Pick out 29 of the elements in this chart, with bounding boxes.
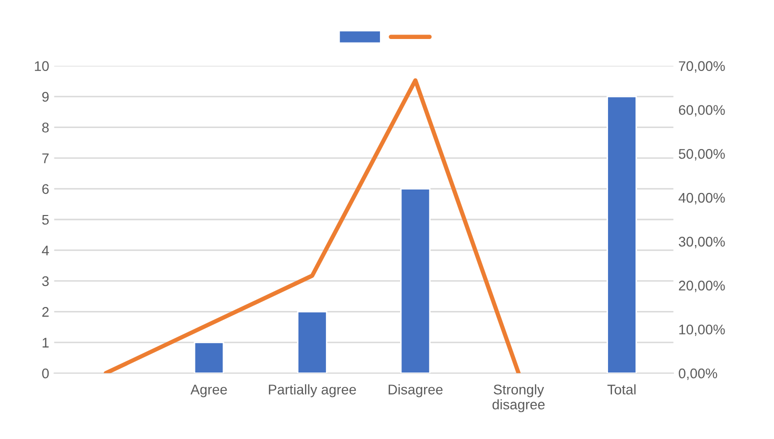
y2-tick-label: 40,00% xyxy=(678,192,725,204)
y-tick-label: 3 xyxy=(42,276,49,286)
y-tick-label: 5 xyxy=(42,214,49,225)
x-tick-label: Partially agree xyxy=(268,384,356,398)
y2-tick-label: 0,00% xyxy=(678,368,718,380)
y2-tick-label: 50,00% xyxy=(678,148,725,160)
x-tick-label: Disagree xyxy=(388,384,443,398)
y-tick-label: 6 xyxy=(42,184,49,194)
y2-tick-label: 60,00% xyxy=(678,105,725,117)
bar xyxy=(606,96,637,374)
y-tick-label: 4 xyxy=(42,246,49,256)
y-tick-label: 1 xyxy=(42,338,49,348)
y-tick-label: 8 xyxy=(42,122,49,132)
line-series xyxy=(104,78,521,374)
y2-tick-label: 30,00% xyxy=(678,236,725,248)
y-tick-label: 2 xyxy=(42,307,49,317)
y2-tick-label: 10,00% xyxy=(679,324,725,336)
x-tick-label: Total xyxy=(607,384,636,394)
bar xyxy=(297,310,328,374)
y2-tick-label: 20,00% xyxy=(678,280,725,292)
y-tick-label: 9 xyxy=(42,92,49,102)
y-tick-label: 10 xyxy=(34,61,49,72)
x-tick-label: Agree xyxy=(190,384,227,398)
x-tick-label: Strongly disagree xyxy=(492,384,545,412)
y2-tick-label: 70,00% xyxy=(678,61,725,73)
y-tick-label: 0 xyxy=(42,368,49,378)
bar xyxy=(400,188,431,374)
y-tick-label: 7 xyxy=(42,154,49,164)
bar xyxy=(194,342,224,374)
